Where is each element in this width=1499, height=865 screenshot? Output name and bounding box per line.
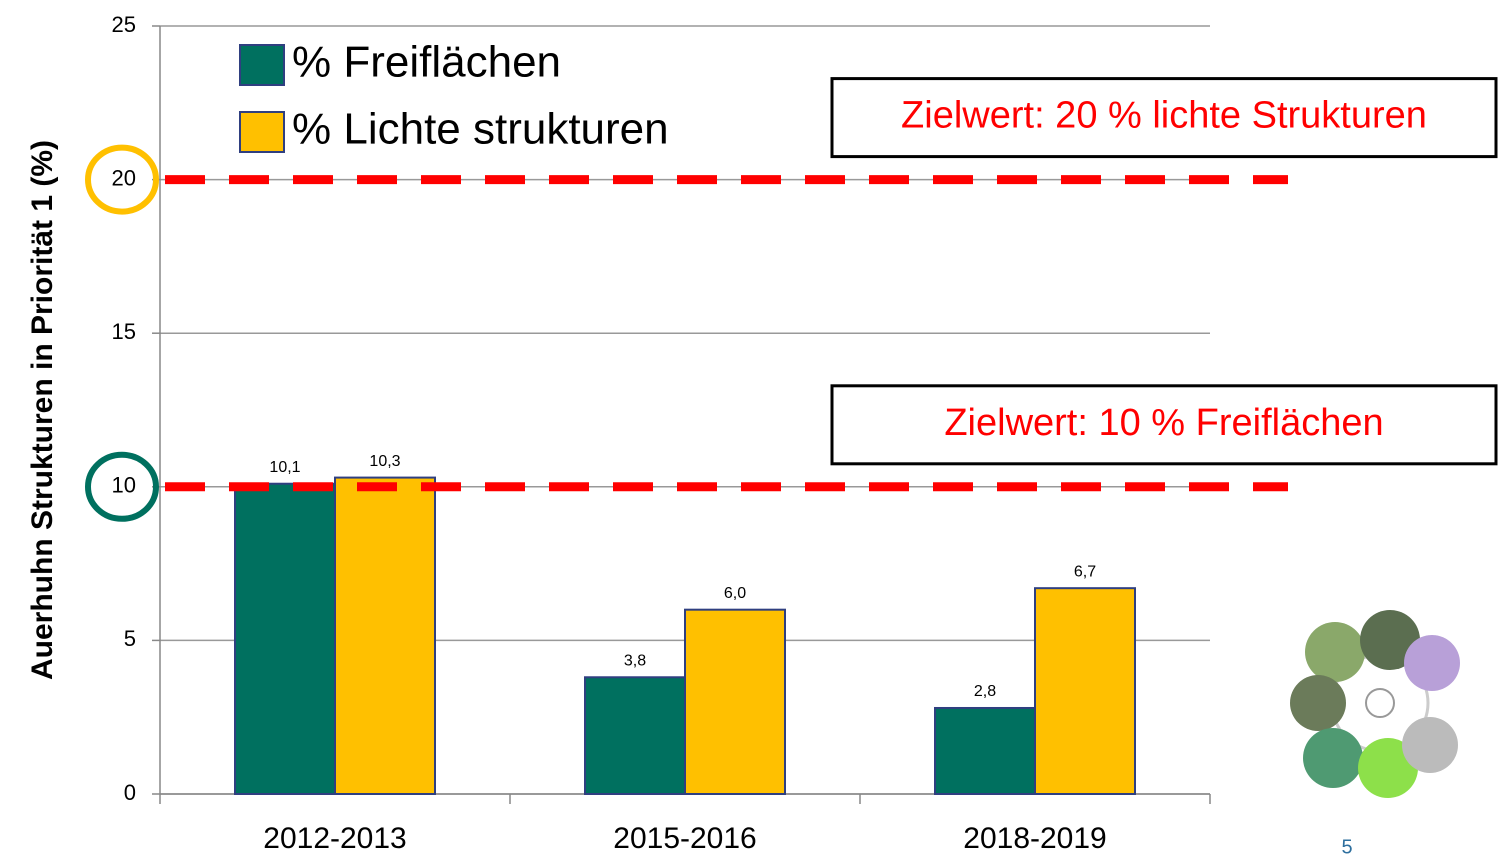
value-label: 2,8 bbox=[974, 683, 996, 700]
y-tick-label: 20 bbox=[112, 165, 136, 190]
value-label: 10,3 bbox=[369, 453, 400, 470]
chart: Auerhuhn Strukturen in Priorität 1 (%) 5… bbox=[0, 0, 1499, 865]
y-tick-label: 5 bbox=[124, 626, 136, 651]
x-tick-label: 2015-2016 bbox=[613, 822, 756, 855]
value-label: 10,1 bbox=[269, 459, 300, 476]
y-tick-label: 0 bbox=[124, 780, 136, 805]
bar bbox=[585, 677, 685, 794]
bar bbox=[1035, 588, 1135, 794]
slide-number: 5 bbox=[1341, 836, 1352, 858]
bar bbox=[935, 708, 1035, 794]
annotation: Zielwert: 10 % Freiflächen bbox=[944, 402, 1383, 444]
value-label: 6,7 bbox=[1074, 563, 1096, 580]
legend-swatch bbox=[240, 45, 284, 85]
value-label: 3,8 bbox=[624, 652, 646, 669]
bar bbox=[685, 610, 785, 794]
y-tick-label: 25 bbox=[112, 12, 136, 37]
y-tick-label: 15 bbox=[112, 319, 136, 344]
x-tick-label: 2018-2019 bbox=[963, 822, 1106, 855]
legend-swatch bbox=[240, 112, 284, 152]
x-tick-label: 2012-2013 bbox=[263, 822, 406, 855]
value-label: 6,0 bbox=[724, 585, 746, 602]
legend-label: % Freiflächen bbox=[292, 38, 561, 87]
legend-label: % Lichte strukturen bbox=[292, 105, 669, 154]
y-axis-label: Auerhuhn Strukturen in Priorität 1 (%) bbox=[26, 140, 59, 680]
bar bbox=[235, 484, 335, 794]
logo bbox=[1290, 610, 1460, 798]
annotation: Zielwert: 20 % lichte Strukturen bbox=[901, 95, 1427, 137]
bar bbox=[335, 478, 435, 794]
y-tick-label: 10 bbox=[112, 473, 136, 498]
